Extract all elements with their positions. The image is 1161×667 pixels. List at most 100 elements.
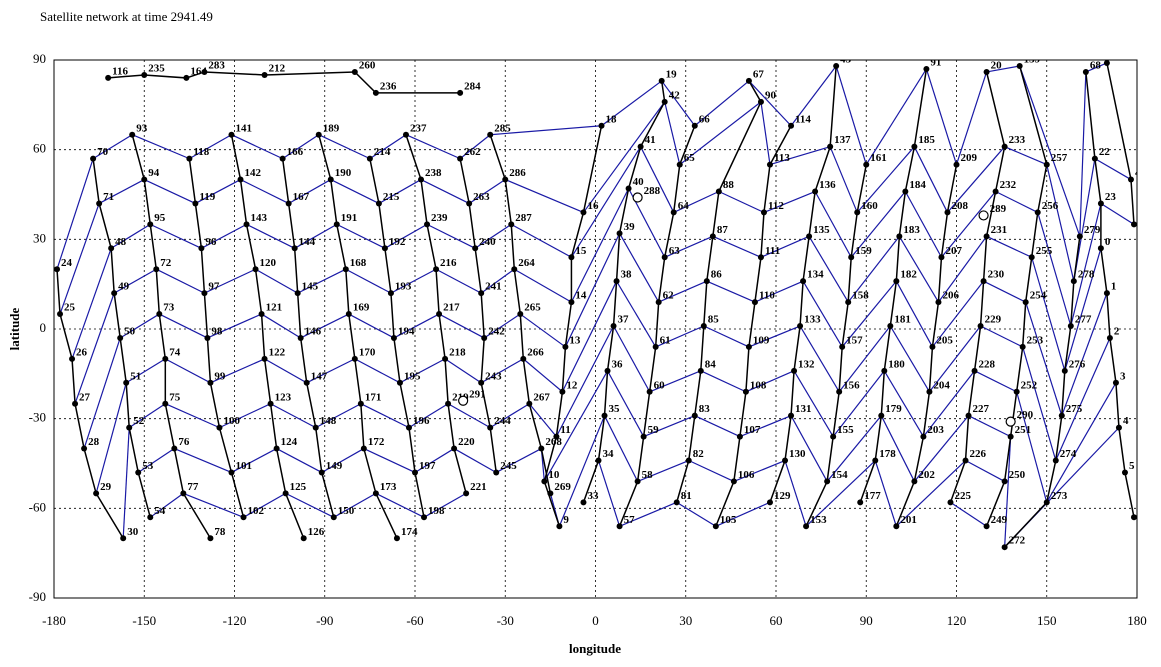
cross-link	[739, 415, 792, 438]
satellite-label: 156	[843, 379, 860, 391]
satellite-label: 87	[717, 224, 729, 236]
satellite	[625, 185, 632, 192]
cross-link	[603, 415, 639, 482]
satellite-label: 204	[933, 379, 950, 391]
satellite	[616, 230, 623, 237]
satellite-label: 27	[79, 391, 91, 403]
satellite-label: 168	[350, 257, 367, 269]
satellite	[1103, 290, 1110, 297]
satellite-label: 114	[795, 113, 811, 125]
cross-link	[700, 370, 747, 393]
satellite-label: 131	[795, 403, 812, 415]
satellite-label: 66	[699, 113, 711, 125]
satellite	[691, 412, 698, 419]
cross-link	[829, 146, 858, 213]
satellite-label: 182	[900, 269, 917, 281]
satellite-label: 113	[774, 152, 790, 164]
satellite-label: 15	[575, 245, 587, 257]
cross-link	[131, 134, 190, 160]
satellite	[1001, 544, 1008, 551]
satellite	[962, 457, 969, 464]
y-tick-label: 90	[33, 51, 46, 66]
cross-link	[183, 492, 244, 518]
satellite-label: 202	[918, 469, 935, 481]
satellite-label: 196	[413, 415, 430, 427]
satellite-label: 145	[302, 281, 319, 293]
satellite-label: 110	[759, 290, 775, 302]
satellite-label: 217	[443, 302, 460, 314]
satellite	[57, 311, 64, 318]
satellite-label: 284	[464, 80, 481, 92]
satellite	[156, 311, 163, 318]
cross-link	[561, 280, 618, 393]
satellite-label: 93	[136, 122, 148, 134]
orbit-plane	[859, 68, 928, 503]
cross-link	[619, 501, 677, 527]
cross-link	[294, 223, 338, 249]
cross-link	[405, 134, 461, 160]
satellite	[742, 388, 749, 395]
satellite	[604, 367, 611, 374]
satellite	[1001, 143, 1008, 150]
cross-link	[474, 223, 512, 249]
cross-link	[174, 448, 232, 474]
satellite-label: 144	[299, 236, 316, 248]
satellite	[610, 323, 617, 330]
satellite	[676, 161, 683, 168]
satellite-label: 273	[1051, 490, 1068, 502]
cross-link	[56, 158, 94, 270]
satellite	[691, 122, 698, 129]
cross-link	[925, 68, 958, 165]
satellite-label: 109	[753, 334, 770, 346]
station-label: 291	[469, 388, 486, 400]
satellite	[93, 490, 100, 497]
satellite-label: 88	[723, 179, 735, 191]
satellite-label: 4	[1123, 415, 1129, 427]
satellite-label: 174	[401, 526, 418, 538]
y-tick-label: -60	[29, 499, 46, 514]
satellite	[935, 299, 942, 306]
cross-link	[968, 415, 1011, 438]
satellite	[261, 71, 268, 78]
satellite-label: 287	[515, 212, 532, 224]
satellite-label: 62	[663, 290, 675, 302]
cross-link	[895, 460, 966, 527]
satellite	[854, 209, 861, 216]
cross-link	[330, 179, 380, 205]
satellite-label: 264	[518, 257, 535, 269]
satellite	[580, 499, 587, 506]
satellite	[598, 122, 605, 129]
satellite-label: 255	[1036, 245, 1053, 257]
satellite-label: 249	[991, 514, 1008, 526]
cross-link	[715, 501, 771, 527]
satellite-label: 220	[458, 436, 475, 448]
satellite	[788, 412, 795, 419]
ground-station	[978, 210, 989, 221]
cross-link	[841, 280, 897, 348]
satellite	[697, 367, 704, 374]
satellite-label: 54	[154, 505, 166, 517]
satellite	[944, 209, 951, 216]
cross-link	[673, 190, 720, 213]
satellite-label: 95	[154, 212, 166, 224]
satellite	[646, 388, 653, 395]
orbit-plane	[769, 65, 837, 503]
satellite	[108, 245, 115, 252]
satellite-label: 198	[428, 505, 445, 517]
x-axis-label: longitude	[569, 641, 621, 656]
satellite-label: 76	[178, 436, 190, 448]
satellite-label: 137	[834, 134, 851, 146]
satellite-label: 108	[750, 379, 767, 391]
satellite-label: 226	[970, 448, 987, 460]
satellite-label: 5	[1129, 460, 1135, 472]
cross-link	[643, 415, 696, 438]
satellite-label: 49	[118, 281, 129, 293]
satellite	[736, 433, 743, 440]
satellite	[685, 457, 692, 464]
satellite-label: 278	[1078, 269, 1095, 281]
satellite-label: 75	[169, 391, 181, 403]
satellite-label: 41	[645, 134, 656, 146]
cross-link	[300, 313, 350, 339]
satellite	[372, 89, 379, 96]
cross-link	[1016, 391, 1048, 503]
